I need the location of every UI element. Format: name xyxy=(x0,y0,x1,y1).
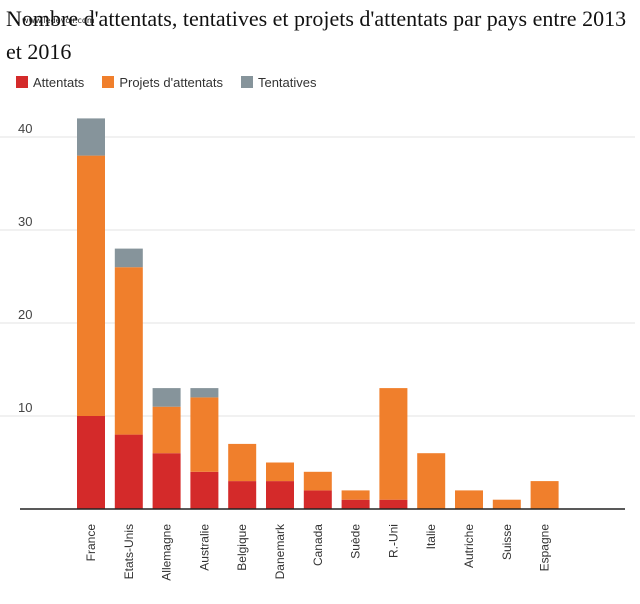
x-tick-label: Espagne xyxy=(538,524,552,572)
bar-segment-tentatives xyxy=(114,248,143,268)
bar-segment-attentats xyxy=(303,490,332,509)
bar-segment-attentats xyxy=(152,453,181,509)
bars xyxy=(77,118,559,509)
bar-segment-projets xyxy=(492,499,521,509)
bar-segment-projets xyxy=(341,490,370,500)
legend-item-attentats: Attentats xyxy=(16,75,84,90)
bar-segment-projets xyxy=(379,388,408,500)
legend: Attentats Projets d'attentats Tentatives xyxy=(16,74,335,90)
y-tick-label: 20 xyxy=(18,307,32,322)
bar-segment-projets xyxy=(228,443,257,482)
x-tick-label: Suisse xyxy=(500,524,514,560)
legend-label-projets: Projets d'attentats xyxy=(119,74,223,90)
x-tick-label: Etats-Unis xyxy=(122,524,136,579)
legend-swatch-projets xyxy=(102,76,115,88)
chart-title: Nombre d'attentats, tentatives et projet… xyxy=(6,6,627,64)
legend-item-tentatives: Tentatives xyxy=(240,74,317,90)
bar-segment-projets xyxy=(266,462,294,482)
x-tick-label: Suède xyxy=(349,524,363,559)
stacked-bar-chart: 10 20 30 40 France Etats-Unis Allemagne Austra… xyxy=(0,118,635,581)
legend-swatch-tentatives xyxy=(240,76,253,88)
bar-segment-attentats xyxy=(228,481,257,509)
bar-segment-attentats xyxy=(77,416,105,509)
bar-segment-tentatives xyxy=(152,388,181,407)
bar-segment-projets xyxy=(190,397,219,472)
bar-segment-attentats xyxy=(266,481,294,509)
x-tick-label: Allemagne xyxy=(160,524,174,581)
bar-segment-tentatives xyxy=(77,118,105,156)
bar-segment-projets xyxy=(455,490,483,509)
legend-item-projets: Projets d'attentats xyxy=(102,75,223,90)
bar-segment-projets xyxy=(114,267,143,435)
x-tick-label: Autriche xyxy=(462,524,476,568)
x-tick-label: Belgique xyxy=(235,524,249,571)
y-tick-label: 30 xyxy=(18,214,32,229)
bar-segment-projets xyxy=(152,406,181,454)
bar-segment-attentats xyxy=(379,499,408,509)
x-tick-label: Italie xyxy=(424,524,438,550)
legend-label-tentatives: Tentatives xyxy=(257,74,317,90)
y-tick-label: 40 xyxy=(18,121,32,136)
bar-segment-projets xyxy=(303,471,332,491)
grid-lines xyxy=(0,136,635,417)
bar-segment-projets xyxy=(417,453,446,509)
bar-segment-tentatives xyxy=(190,388,219,398)
legend-label-attentats: Attentats xyxy=(33,74,85,90)
category-labels: France Etats-Unis Allemagne Australie Belgiq… xyxy=(84,523,552,581)
legend-swatch-attentats xyxy=(16,76,28,88)
x-tick-label: Danemark xyxy=(273,523,287,579)
x-tick-label: R.-Uni xyxy=(386,524,400,558)
bar-segment-attentats xyxy=(190,471,219,509)
bar-segment-projets xyxy=(77,155,105,416)
y-tick-label: 10 xyxy=(18,400,32,415)
bar-segment-attentats xyxy=(341,499,370,509)
bar-segment-projets xyxy=(530,481,559,509)
x-tick-label: Canada xyxy=(311,524,325,566)
x-tick-label: Australie xyxy=(197,524,211,571)
watermark: www.ledevoir.com xyxy=(22,16,95,25)
bar-segment-attentats xyxy=(114,434,143,509)
x-tick-label: France xyxy=(84,524,98,562)
y-tick-labels: 10 20 30 40 xyxy=(18,121,32,415)
